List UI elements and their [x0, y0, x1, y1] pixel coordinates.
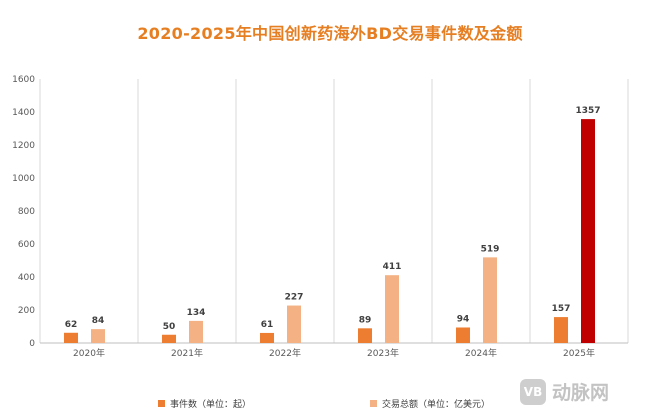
- legend-swatch-amount: [370, 400, 377, 407]
- y-tick-label: 200: [18, 306, 35, 316]
- data-label: 84: [92, 316, 105, 326]
- legend-label-events: 事件数（单位：起）: [170, 400, 252, 410]
- data-label: 62: [65, 320, 78, 330]
- bar: [260, 332, 274, 343]
- y-tick-label: 1000: [12, 174, 35, 184]
- data-labels: 62 50 61 89 94 157 84 134 227 411 519 1357: [65, 106, 601, 332]
- bars: [64, 119, 595, 343]
- data-label: 61: [261, 320, 274, 330]
- bar: [91, 329, 105, 343]
- watermark: VB 动脉网: [520, 378, 609, 405]
- grid-lines: [39, 79, 629, 343]
- bar: [385, 275, 399, 343]
- data-label: 157: [552, 304, 571, 314]
- data-label: 94: [457, 314, 470, 324]
- bar: [287, 305, 301, 343]
- legend-label-amount: 交易总额（单位：亿美元）: [382, 400, 491, 410]
- legend-item-amount: 交易总额（单位：亿美元）: [370, 397, 490, 410]
- chart-title: 2020-2025年中国创新药海外BD交易事件数及金额: [137, 24, 523, 43]
- data-label: 519: [481, 244, 500, 254]
- x-tick-label: 2023年: [367, 347, 399, 359]
- y-tick-label: 600: [18, 240, 35, 250]
- bar: [456, 327, 470, 343]
- bar: [358, 328, 372, 343]
- y-tick-label: 400: [18, 273, 35, 283]
- bar: [581, 119, 595, 343]
- legend-swatch-events: [158, 400, 165, 407]
- y-axis: 0 200 400 600 800 1000 1200 1400 1600: [12, 75, 35, 349]
- y-tick-label: 1600: [12, 75, 35, 85]
- y-tick-label: 800: [18, 207, 35, 217]
- x-tick-label: 2020年: [73, 347, 105, 359]
- bar: [64, 332, 78, 343]
- x-tick-label: 2022年: [269, 347, 301, 359]
- y-tick-label: 1400: [12, 108, 35, 118]
- bar: [483, 257, 497, 343]
- x-axis: 2020年 2021年 2022年 2023年 2024年 2025年: [40, 342, 628, 359]
- data-label: 89: [359, 315, 372, 325]
- x-tick-label: 2024年: [465, 347, 497, 359]
- bar: [162, 334, 176, 343]
- y-tick-label: 0: [29, 339, 35, 349]
- bar: [189, 320, 203, 343]
- watermark-logo: VB: [520, 378, 546, 405]
- data-label: 227: [285, 293, 304, 303]
- data-label: 1357: [575, 106, 600, 116]
- legend-item-events: 事件数（单位：起）: [158, 397, 251, 410]
- y-tick-label: 1200: [12, 141, 35, 151]
- bar: [554, 317, 568, 343]
- x-tick-label: 2025年: [563, 347, 595, 359]
- data-label: 411: [383, 262, 402, 272]
- data-label: 134: [187, 308, 206, 318]
- watermark-text: 动脉网: [552, 382, 610, 404]
- x-tick-label: 2021年: [171, 347, 203, 359]
- data-label: 50: [163, 322, 176, 332]
